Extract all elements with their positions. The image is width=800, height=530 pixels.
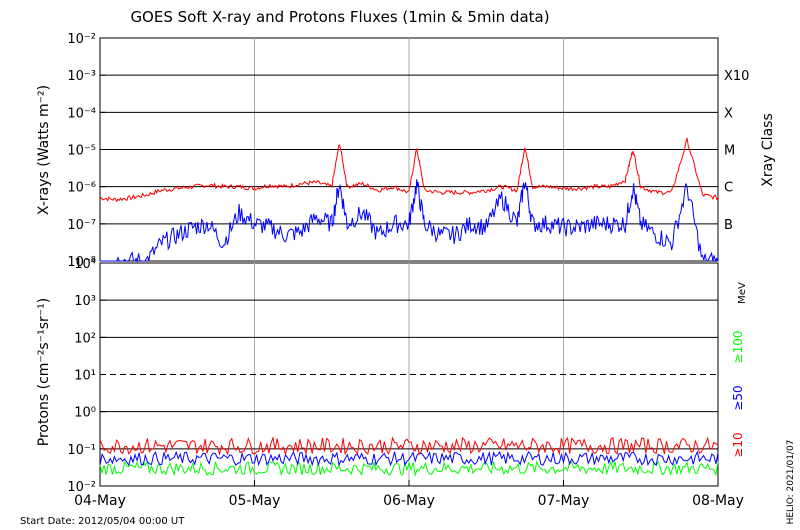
xray-tick-label: 10⁻⁷ (67, 218, 96, 233)
x-axis-day-labels: 04-May 05-May 06-May 07-May 08-May (74, 480, 744, 509)
x-day-label: 04-May (74, 493, 126, 509)
legend-ge10: ≥10 (731, 432, 745, 457)
start-date: Start Date: 2012/05/04 00:00 UT (20, 516, 185, 527)
xray-tick-label: 10⁻⁴ (67, 106, 96, 121)
xray-tick-label: 10⁻⁵ (67, 144, 96, 159)
proton-tick-label: 10¹ (74, 369, 96, 384)
xray-tick-label: 10⁻³ (67, 69, 96, 84)
xray-ylabel: X-rays (Watts m⁻²) (36, 85, 52, 215)
mev-unit-label: MeV (737, 282, 748, 304)
xray-class-label: M (724, 144, 735, 159)
chart-title: GOES Soft X-ray and Protons Fluxes (1min… (130, 8, 549, 26)
legend-ge100: ≥100 (731, 331, 745, 364)
proton-tick-label: 10² (74, 331, 96, 346)
xray-tick-label: 10⁻² (67, 32, 96, 47)
xray-ytick-labels: 10⁻⁸10⁻⁷10⁻⁶10⁻⁵10⁻⁴10⁻³10⁻² (67, 32, 96, 270)
proton-tick-label: 10³ (74, 294, 96, 309)
x-day-label: 07-May (538, 493, 590, 509)
proton-ylabel: Protons (cm⁻²s⁻¹sr⁻¹) (36, 298, 52, 447)
xray-class-labels: B C M X X10 (724, 69, 749, 233)
xray-class-label: X10 (724, 69, 749, 84)
xray-tick-label: 10⁻⁶ (67, 181, 96, 196)
x-day-label: 08-May (692, 493, 744, 509)
x-day-label: 06-May (383, 493, 435, 509)
legend-ge50: ≥50 (731, 385, 745, 410)
x-day-label: 05-May (229, 493, 281, 509)
xray-class-label: C (724, 181, 733, 196)
xray-class-axis-label: Xray Class (760, 113, 776, 187)
proton-tick-label: 10⁰ (74, 406, 96, 421)
helio-credit: HELIO: 2021/01/07 (786, 440, 796, 525)
xray-class-label: X (724, 106, 733, 121)
proton-tick-label: 10⁻¹ (67, 443, 96, 458)
proton-tick-label: 10⁴ (74, 257, 96, 272)
xray-class-label: B (724, 218, 733, 233)
